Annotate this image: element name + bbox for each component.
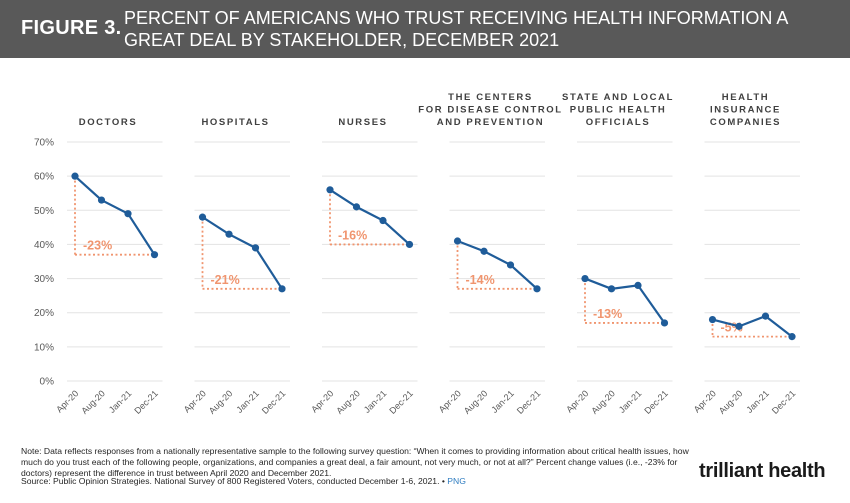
y-tick-label: 0%: [40, 377, 55, 388]
x-tick-label: Aug-20: [79, 388, 107, 416]
x-tick-label: Dec-21: [387, 388, 415, 416]
x-tick-label: Dec-21: [770, 388, 798, 416]
data-point: [708, 315, 717, 324]
series-line: [201, 216, 283, 290]
x-tick-label: Apr-20: [309, 388, 335, 414]
x-tick-label: Apr-20: [437, 388, 463, 414]
change-label: -13%: [593, 307, 622, 321]
data-point: [405, 240, 414, 249]
change-label: -14%: [466, 273, 495, 287]
x-tick-label: Aug-20: [462, 388, 490, 416]
data-point: [607, 285, 616, 293]
figure-header: FIGURE 3. PERCENT OF AMERICANS WHO TRUST…: [0, 0, 850, 58]
data-point: [278, 285, 286, 293]
y-tick-label: 50%: [34, 206, 54, 217]
panel-title-line: FOR DISEASE CONTROL: [418, 105, 562, 116]
x-tick-label: Apr-20: [54, 388, 80, 414]
data-point: [533, 285, 541, 293]
panel-title-line: DOCTORS: [79, 117, 138, 128]
x-tick-label: Aug-20: [207, 388, 235, 416]
series-line: [584, 277, 666, 324]
y-tick-label: 10%: [34, 342, 54, 353]
data-point: [225, 230, 233, 238]
data-point: [150, 251, 159, 259]
figure-label: FIGURE 3.: [21, 17, 122, 39]
panel-title-line: HEALTH: [722, 92, 769, 103]
x-tick-label: Dec-21: [642, 388, 670, 416]
data-point: [660, 319, 669, 327]
data-point: [198, 213, 207, 221]
png-download-link[interactable]: PNG: [447, 476, 466, 486]
y-tick-label: 40%: [34, 240, 54, 251]
x-tick-label: Jan-21: [489, 388, 516, 415]
data-point: [352, 203, 361, 211]
panel-title-line: THE CENTERS: [448, 92, 533, 103]
x-tick-label: Aug-20: [589, 388, 617, 416]
data-point: [480, 247, 488, 255]
series-line: [329, 188, 411, 246]
change-label: -23%: [83, 239, 112, 253]
x-tick-label: Dec-21: [515, 388, 543, 416]
y-tick-label: 60%: [34, 172, 54, 183]
x-tick-label: Jan-21: [107, 388, 134, 415]
x-tick-label: Dec-21: [132, 388, 160, 416]
panel-title-line: AND PREVENTION: [437, 117, 544, 128]
data-point: [326, 186, 334, 194]
x-tick-label: Aug-20: [717, 388, 745, 416]
data-point: [581, 274, 589, 283]
panel-title-line: HOSPITALS: [201, 117, 269, 128]
x-tick-label: Jan-21: [362, 388, 389, 415]
data-point: [788, 333, 796, 341]
y-tick-label: 30%: [34, 274, 54, 285]
x-tick-label: Jan-21: [617, 388, 644, 415]
x-tick-label: Jan-21: [744, 388, 771, 415]
trust-line-chart: 0% 10% 20% 30% 40% 50% 60% 70% DOCTORS -23% Apr-20…: [34, 92, 800, 416]
source-line: Source: Public Opinion Strategies. Natio…: [21, 476, 466, 486]
panel-title-line: STATE AND LOCAL: [562, 92, 674, 103]
data-point: [251, 244, 260, 252]
data-point: [71, 172, 79, 180]
data-point: [506, 261, 515, 269]
panel-title-line: NURSES: [338, 117, 387, 128]
y-tick-label: 20%: [34, 308, 54, 319]
series-line: [457, 239, 538, 290]
change-label: -21%: [211, 273, 240, 287]
x-tick-label: Dec-21: [260, 388, 288, 416]
data-point: [735, 322, 743, 330]
data-point: [124, 210, 132, 218]
data-point: [379, 216, 387, 225]
x-tick-label: Apr-20: [692, 388, 718, 414]
panel-title-line: OFFICIALS: [586, 117, 651, 128]
change-label: -16%: [338, 228, 367, 242]
x-tick-label: Apr-20: [564, 388, 590, 414]
panel-title-line: INSURANCE: [710, 105, 781, 116]
data-point: [453, 237, 462, 245]
panel-title-line: PUBLIC HEALTH: [570, 105, 667, 116]
x-tick-label: Jan-21: [234, 388, 261, 415]
x-tick-label: Apr-20: [182, 388, 208, 414]
source-text: Source: Public Opinion Strategies. Natio…: [21, 476, 445, 486]
series-line: [74, 175, 156, 256]
data-point: [97, 196, 106, 204]
panel-title-line: COMPANIES: [710, 117, 781, 128]
data-point: [634, 281, 642, 289]
y-tick-label: 70%: [34, 138, 54, 149]
series-line: [712, 314, 793, 338]
x-tick-label: Aug-20: [334, 388, 362, 416]
figure-title: PERCENT OF AMERICANS WHO TRUST RECEIVING…: [124, 8, 788, 50]
footnote: Note: Data reflects responses from a nat…: [21, 446, 689, 478]
data-point: [761, 312, 770, 320]
trilliant-health-logo: trilliant health: [699, 460, 826, 482]
